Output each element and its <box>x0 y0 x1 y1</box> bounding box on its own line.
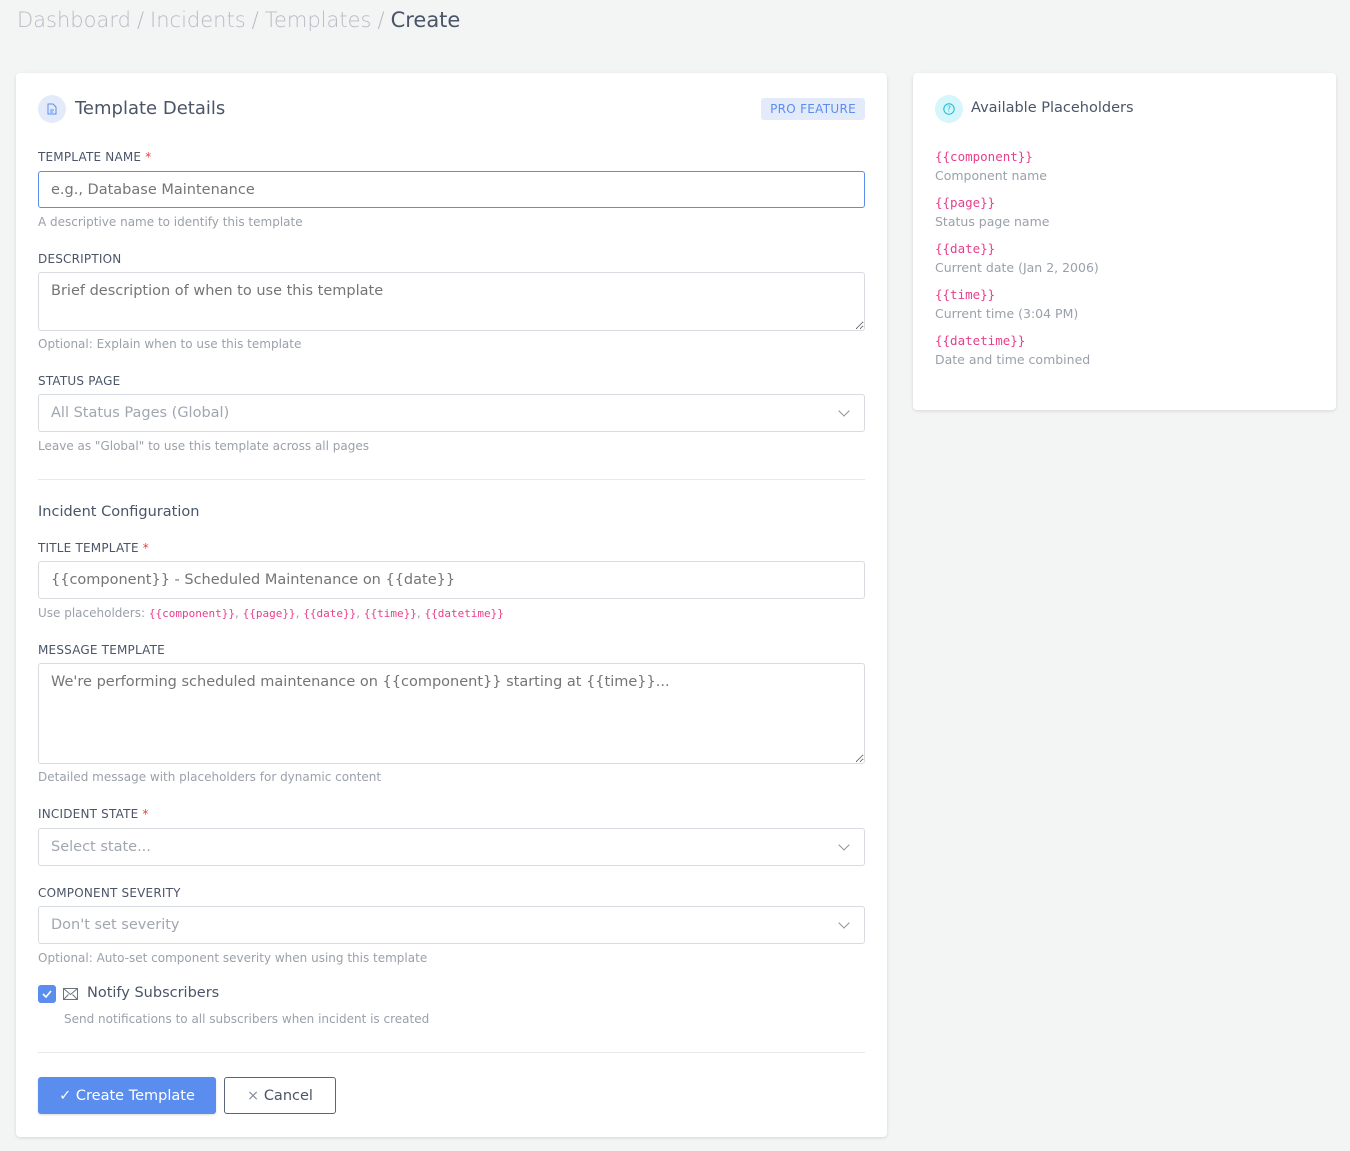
breadcrumb-incidents[interactable]: Incidents <box>150 8 246 32</box>
divider <box>38 479 865 480</box>
envelope-icon <box>63 988 78 1000</box>
svg-text:?: ? <box>947 105 951 114</box>
severity-select[interactable]: Don't set severity <box>38 906 865 944</box>
status-page-label: STATUS PAGE <box>38 374 121 388</box>
template-details-card: Template Details PRO FEATURE TEMPLATE NA… <box>16 73 887 1137</box>
placeholder-item: {{page}} Status page name <box>935 195 1099 229</box>
placeholder-code: {{date}} <box>935 241 996 256</box>
severity-label: COMPONENT SEVERITY <box>38 886 181 900</box>
incident-state-label: INCIDENT STATE * <box>38 807 149 821</box>
placeholder-desc: Component name <box>935 168 1047 183</box>
breadcrumb-current: Create <box>390 8 461 32</box>
placeholder-code: {{page}} <box>935 195 996 210</box>
description-textarea[interactable] <box>38 272 865 331</box>
notify-checkbox[interactable] <box>38 985 56 1003</box>
section-title: Incident Configuration <box>38 504 200 520</box>
status-page-select[interactable]: All Status Pages (Global) <box>38 394 865 432</box>
check-icon: ✓ <box>59 1087 72 1104</box>
help-circle-icon: ? <box>935 95 963 123</box>
chevron-down-icon <box>838 917 850 929</box>
message-template-label: MESSAGE TEMPLATE <box>38 643 165 657</box>
close-icon: × <box>247 1087 260 1104</box>
placeholder-code: {{component}} <box>935 149 1033 164</box>
title-template-label: TITLE TEMPLATE * <box>38 541 149 555</box>
title-template-input[interactable] <box>38 561 865 599</box>
description-help: Optional: Explain when to use this templ… <box>38 337 302 351</box>
placeholder-desc: Date and time combined <box>935 352 1091 367</box>
placeholders-card: ? Available Placeholders {{component}} Co… <box>913 73 1336 410</box>
title-template-help: Use placeholders: {{component}}, {{page}… <box>38 606 504 620</box>
notify-help: Send notifications to all subscribers wh… <box>64 1012 430 1026</box>
severity-help: Optional: Auto-set component severity wh… <box>38 951 428 965</box>
incident-state-value: Select state... <box>51 839 151 855</box>
card-title: Template Details <box>75 98 226 119</box>
severity-value: Don't set severity <box>51 917 180 933</box>
message-template-help: Detailed message with placeholders for d… <box>38 770 382 784</box>
chevron-down-icon <box>838 839 850 851</box>
placeholder-item: {{date}} Current date (Jan 2, 2006) <box>935 241 1099 275</box>
placeholder-list: {{component}} Component name {{page}} Stat… <box>935 149 1099 379</box>
placeholder-item: {{datetime}} Date and time combined <box>935 333 1099 367</box>
message-template-textarea[interactable] <box>38 663 865 764</box>
template-name-input[interactable] <box>38 171 865 208</box>
template-name-label: TEMPLATE NAME * <box>38 150 152 164</box>
placeholder-item: {{time}} Current time (3:04 PM) <box>935 287 1099 321</box>
divider <box>38 1052 865 1053</box>
check-icon <box>42 990 52 998</box>
breadcrumb: Dashboard / Incidents / Templates / Create <box>17 8 461 32</box>
description-label: DESCRIPTION <box>38 252 122 266</box>
breadcrumb-templates[interactable]: Templates <box>264 8 372 32</box>
notify-label[interactable]: Notify Subscribers <box>87 985 220 1001</box>
placeholder-item: {{component}} Component name <box>935 149 1099 183</box>
placeholder-code: {{datetime}} <box>935 333 1026 348</box>
placeholders-title: Available Placeholders <box>971 100 1134 116</box>
cancel-button[interactable]: × Cancel <box>224 1077 336 1114</box>
placeholder-desc: Current date (Jan 2, 2006) <box>935 260 1099 275</box>
status-page-value: All Status Pages (Global) <box>51 405 230 421</box>
chevron-down-icon <box>838 405 850 417</box>
breadcrumb-dashboard[interactable]: Dashboard <box>17 8 131 32</box>
pro-feature-badge: PRO FEATURE <box>761 98 865 120</box>
create-template-button[interactable]: ✓ Create Template <box>38 1077 216 1114</box>
document-icon <box>38 95 66 123</box>
template-name-help: A descriptive name to identify this temp… <box>38 215 303 229</box>
incident-state-select[interactable]: Select state... <box>38 828 865 866</box>
placeholder-desc: Current time (3:04 PM) <box>935 306 1079 321</box>
status-page-help: Leave as "Global" to use this template a… <box>38 439 370 453</box>
placeholder-desc: Status page name <box>935 214 1050 229</box>
placeholder-code: {{time}} <box>935 287 996 302</box>
